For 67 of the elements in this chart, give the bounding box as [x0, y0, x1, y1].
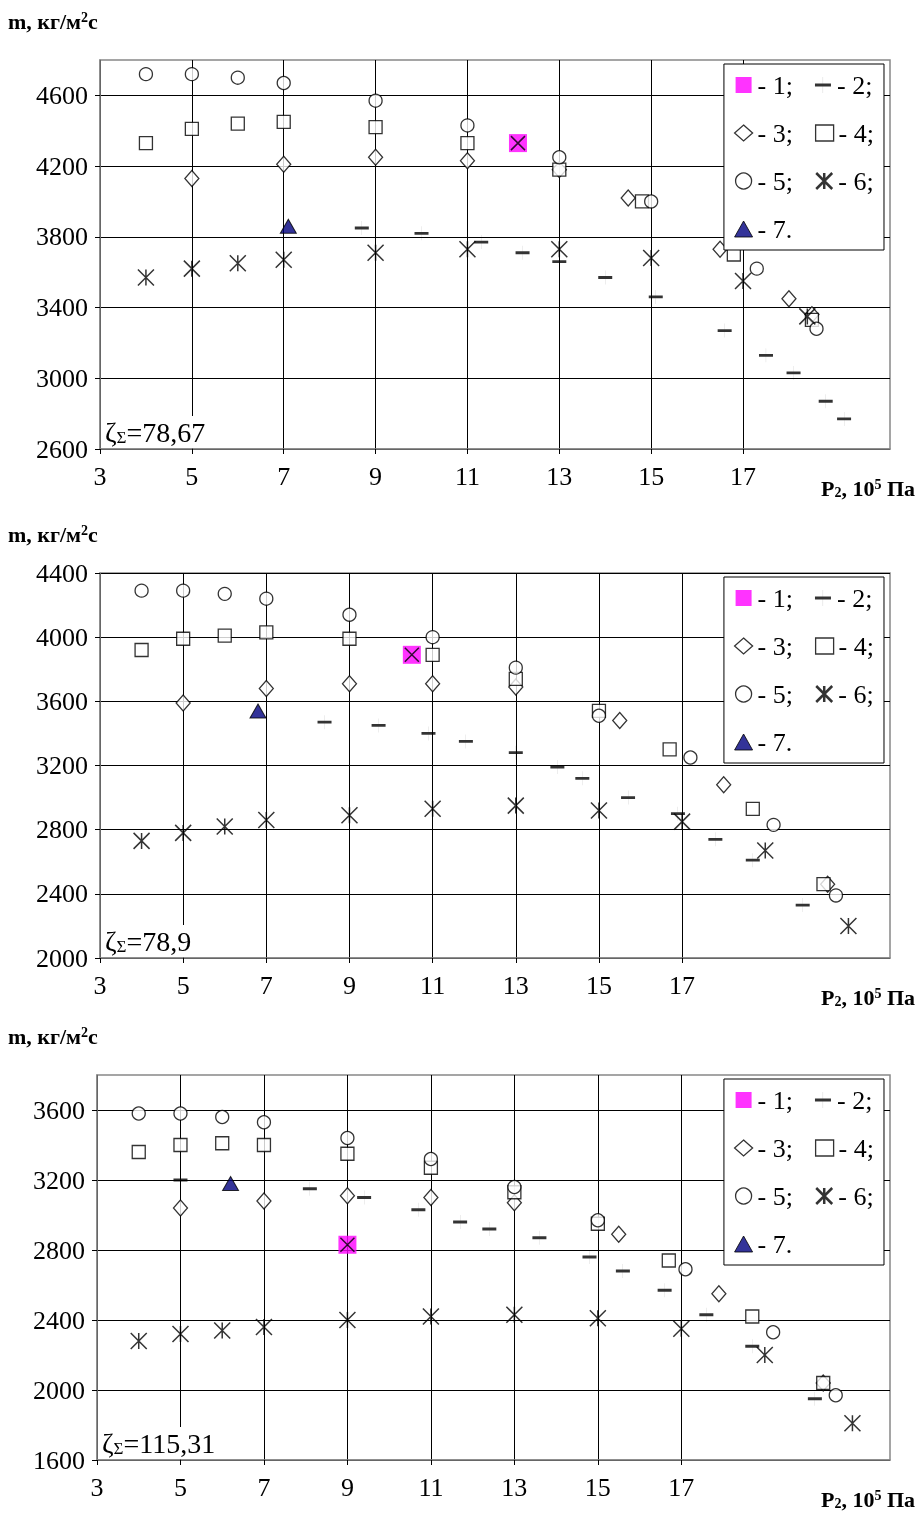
- y-tick-label: 3600: [36, 686, 88, 716]
- x-tick-label: 15: [638, 461, 665, 491]
- y-tick-label: 2600: [36, 434, 88, 464]
- legend-label: - 6;: [838, 1181, 874, 1211]
- legend-label: - 2;: [836, 583, 873, 613]
- x-tick-label: 3: [93, 970, 107, 1000]
- x-tick-label: 13: [501, 1472, 528, 1502]
- x-tick-label: 11: [454, 461, 480, 491]
- y-tick-label: 4400: [36, 558, 88, 588]
- x-tick-label: 13: [546, 461, 573, 491]
- y-tick-label: 2400: [33, 1305, 85, 1335]
- annotation: ζΣ=78,9: [105, 925, 192, 957]
- annotation: ζΣ=115,31: [102, 1427, 216, 1459]
- x-tick-label: 17: [668, 1472, 695, 1502]
- legend-label: - 1;: [757, 583, 793, 613]
- legend-label: - 4;: [838, 631, 875, 661]
- x-tick-label: 11: [420, 970, 446, 1000]
- legend-label: - 5;: [757, 679, 793, 709]
- x-tick-label: 15: [584, 1472, 611, 1502]
- legend-label: - 7.: [757, 727, 793, 757]
- y-tick-label: 4000: [36, 622, 88, 652]
- legend-label: - 2;: [836, 1085, 873, 1115]
- legend-label: - 2;: [836, 70, 873, 100]
- y-tick-label: 4200: [36, 151, 88, 181]
- y-tick-label: 3600: [33, 1095, 85, 1125]
- x-tick-label: 11: [418, 1472, 444, 1502]
- y-tick-label: 3200: [33, 1165, 85, 1195]
- annotation: ζΣ=78,67: [105, 416, 206, 448]
- y-tick-label: 3200: [36, 751, 88, 780]
- y-tick-label: 2800: [36, 815, 88, 845]
- y-tick-label: 3400: [36, 293, 88, 323]
- x-tick-label: 9: [369, 461, 383, 491]
- legend-label: - 3;: [757, 118, 793, 148]
- x-tick-label: 7: [277, 461, 291, 491]
- y-tick-label: 3800: [36, 222, 88, 252]
- legend-label: - 7.: [757, 1229, 793, 1259]
- x-tick-label: 7: [259, 970, 273, 1000]
- legend-label: - 6;: [838, 166, 874, 196]
- legend-label: - 4;: [838, 118, 875, 148]
- x-tick-label: 9: [340, 1472, 354, 1502]
- x-tick-label: 5: [176, 970, 190, 1000]
- x-tick-label: 3: [93, 461, 107, 491]
- y-tick-label: 2400: [36, 879, 88, 909]
- x-tick-label: 13: [502, 970, 529, 1000]
- y-tick-label: 1600: [33, 1445, 85, 1475]
- y-tick-label: 3000: [36, 363, 88, 393]
- legend-label: - 7.: [757, 214, 793, 244]
- y-tick-label: 2000: [33, 1375, 85, 1405]
- x-tick-label: 15: [585, 970, 612, 1000]
- x-tick-label: 17: [730, 461, 757, 491]
- legend-label: - 5;: [757, 1181, 793, 1211]
- x-tick-label: 5: [185, 461, 199, 491]
- y-tick-label: 2000: [36, 943, 88, 973]
- x-tick-label: 5: [173, 1472, 187, 1502]
- x-tick-label: 9: [342, 970, 356, 1000]
- legend-label: - 5;: [757, 166, 793, 196]
- legend-label: - 6;: [838, 679, 874, 709]
- legend-label: - 3;: [757, 1133, 793, 1163]
- legend-label: - 1;: [757, 1085, 793, 1115]
- x-tick-label: 17: [669, 970, 696, 1000]
- y-tick-label: 2800: [33, 1235, 85, 1265]
- legend-label: - 3;: [757, 631, 793, 661]
- legend-label: - 1;: [757, 70, 793, 100]
- y-tick-label: 4600: [36, 80, 88, 110]
- x-tick-label: 7: [257, 1472, 271, 1502]
- legend-label: - 4;: [838, 1133, 875, 1163]
- x-tick-label: 3: [90, 1472, 104, 1502]
